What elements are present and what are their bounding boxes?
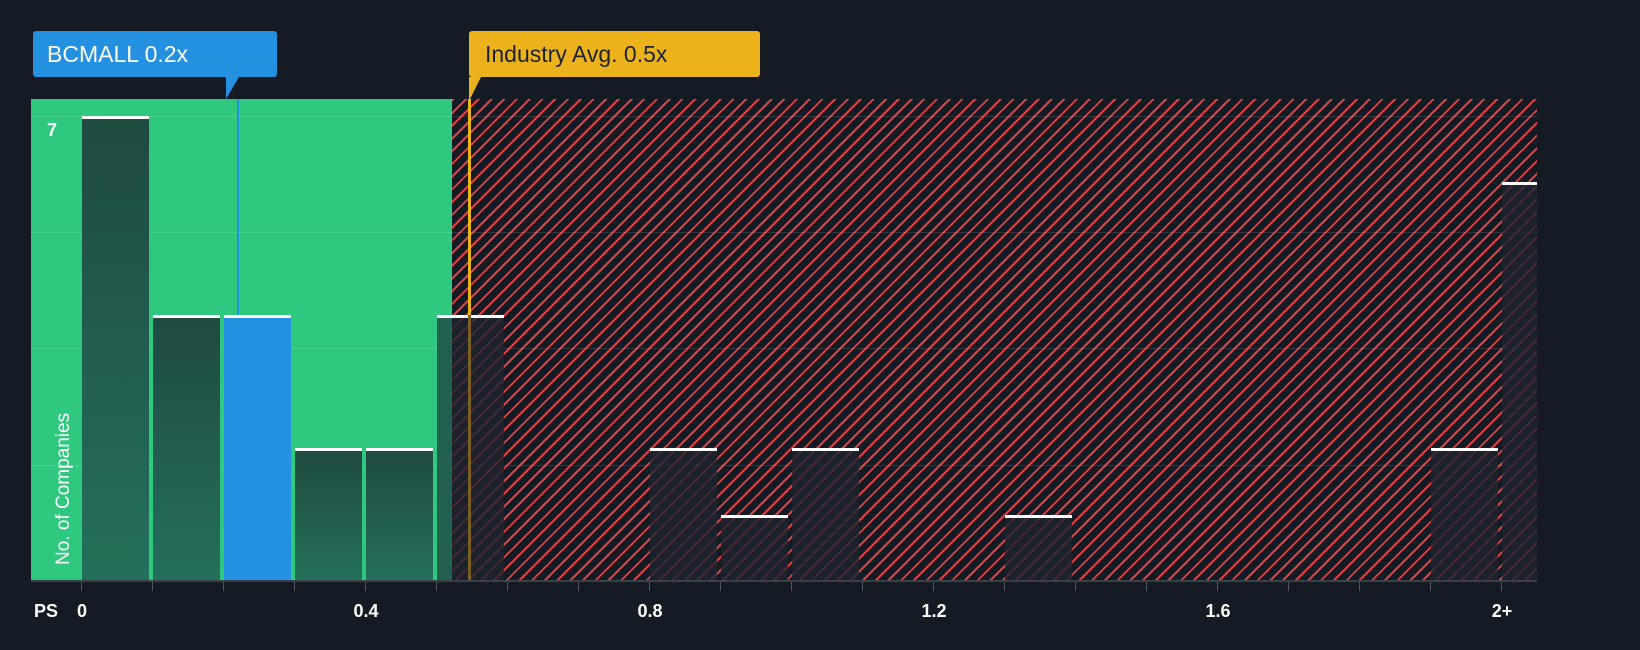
- y-axis-title: No. of Companies: [53, 412, 74, 565]
- x-tick-label: 1.6: [1205, 601, 1231, 621]
- industry-marker-line: [468, 99, 471, 315]
- y-tick-label: 7: [47, 120, 58, 140]
- histogram-bar[interactable]: [82, 116, 149, 581]
- x-tick: [1075, 582, 1076, 591]
- histogram-bar[interactable]: [1431, 448, 1498, 581]
- industry-callout-pointer: [469, 77, 481, 101]
- industry-callout: Industry Avg. 0.5x: [469, 31, 760, 101]
- x-tick: [294, 582, 295, 591]
- gridline: [31, 232, 1537, 233]
- x-tick: [578, 582, 579, 591]
- x-tick: [1146, 582, 1147, 591]
- x-tick: [1359, 582, 1360, 591]
- x-tick: [152, 582, 153, 591]
- x-tick-label: 0.8: [637, 601, 663, 621]
- x-tick: [223, 582, 224, 591]
- x-axis-title: PS: [33, 601, 59, 621]
- x-axis-line: [31, 580, 1537, 582]
- x-tick-label: 2+: [1491, 601, 1513, 621]
- overvalued-zone: [452, 99, 1537, 581]
- x-tick: [1217, 582, 1218, 591]
- histogram-bar[interactable]: [721, 515, 788, 581]
- industry-callout-label: Industry Avg. 0.5x: [485, 41, 668, 67]
- gridline: [31, 465, 1537, 466]
- x-tick-label: 1.2: [921, 601, 947, 621]
- x-tick: [436, 582, 437, 591]
- x-tick: [862, 582, 863, 591]
- company-callout-label: BCMALL 0.2x: [47, 41, 189, 67]
- histogram-bar[interactable]: [1502, 182, 1537, 581]
- histogram-bar[interactable]: [366, 448, 433, 581]
- histogram-bar[interactable]: [153, 315, 220, 581]
- x-tick: [791, 582, 792, 591]
- company-callout: BCMALL 0.2x: [33, 31, 277, 99]
- x-tick-label: 0.4: [353, 601, 379, 621]
- gridline: [31, 116, 1537, 117]
- plot-area: [31, 99, 1537, 581]
- gridline: [31, 348, 1537, 349]
- x-tick: [507, 582, 508, 591]
- company-marker-line: [237, 99, 239, 315]
- x-tick: [365, 582, 366, 591]
- x-tick: [81, 582, 82, 591]
- x-tick: [720, 582, 721, 591]
- histogram-bar-company[interactable]: [224, 315, 291, 581]
- company-callout-pointer: [226, 77, 239, 99]
- x-tick: [1288, 582, 1289, 591]
- histogram-bar[interactable]: [792, 448, 859, 581]
- industry-marker-line-lower: [468, 315, 471, 581]
- x-tick-label: 0: [76, 601, 88, 621]
- x-tick: [933, 582, 934, 591]
- histogram-bar[interactable]: [1005, 515, 1072, 581]
- x-tick: [1004, 582, 1005, 591]
- x-tick: [1501, 582, 1502, 591]
- histogram-bar[interactable]: [295, 448, 362, 581]
- x-tick: [649, 582, 650, 591]
- x-tick: [1430, 582, 1431, 591]
- histogram-bar[interactable]: [650, 448, 717, 581]
